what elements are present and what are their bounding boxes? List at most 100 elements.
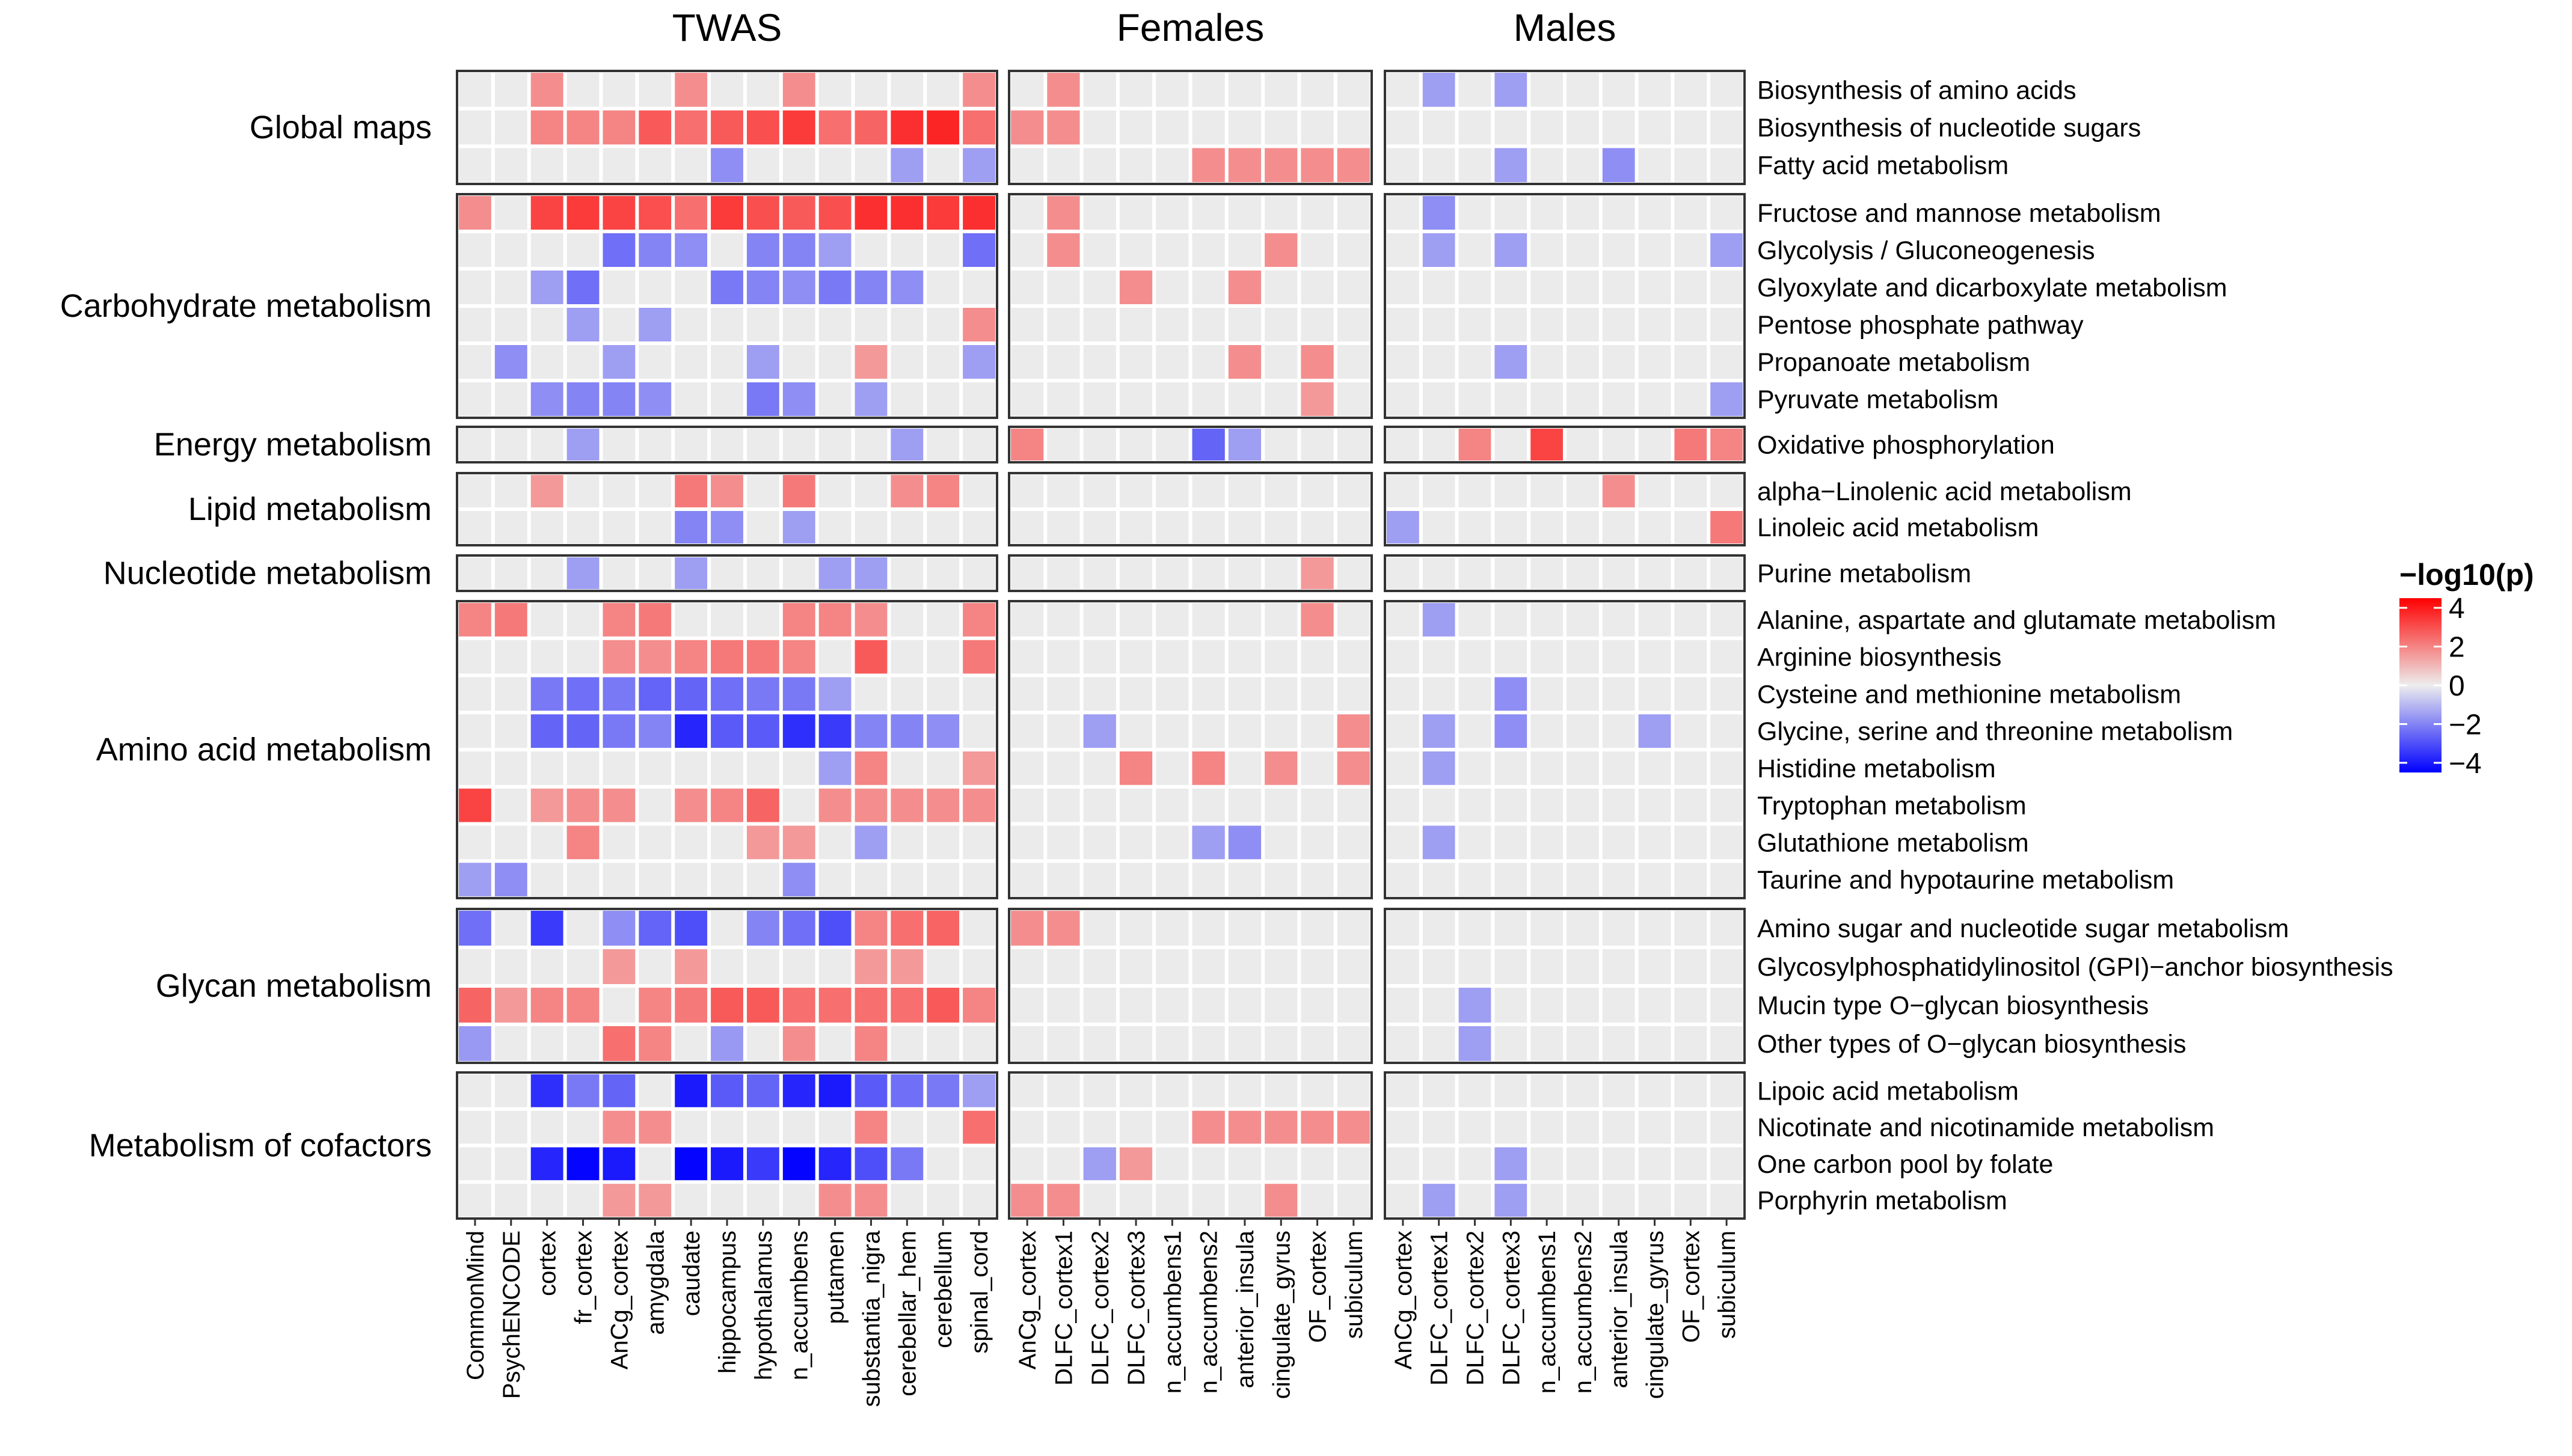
- heatmap-cell: [927, 271, 960, 304]
- heatmap-cell: [927, 1184, 960, 1217]
- heatmap-cell: [891, 949, 924, 984]
- heatmap-cell: [1156, 714, 1189, 748]
- heatmap-cell: [1674, 233, 1707, 267]
- heatmap-cell: [1530, 345, 1563, 379]
- column-label: hippocampus: [714, 1231, 741, 1374]
- heatmap-cell: [927, 603, 960, 637]
- heatmap-cell: [1265, 1110, 1298, 1144]
- heatmap-cell: [1710, 1074, 1743, 1107]
- row-label: Porphyrin metabolism: [1757, 1187, 2007, 1216]
- heatmap-cell: [1710, 1110, 1743, 1144]
- heatmap-cell: [1083, 988, 1116, 1023]
- heatmap-cell: [1011, 640, 1044, 674]
- heatmap-cell: [603, 1184, 636, 1217]
- heatmap-cell: [1265, 271, 1298, 304]
- heatmap-cell: [1494, 1026, 1527, 1061]
- heatmap-cell: [1387, 677, 1419, 711]
- heatmap-cell: [1192, 911, 1225, 946]
- heatmap-cell: [459, 271, 491, 304]
- heatmap-cell: [1494, 429, 1527, 460]
- heatmap-cell: [963, 148, 995, 182]
- heatmap-cell: [1228, 557, 1262, 589]
- heatmap-cell: [1638, 196, 1671, 230]
- heatmap-cell: [1674, 949, 1707, 984]
- heatmap-cell: [1011, 429, 1044, 460]
- heatmap-cell: [1710, 110, 1743, 145]
- heatmap-cell: [603, 475, 636, 507]
- heatmap-cell: [1638, 73, 1671, 107]
- heatmap-cell: [639, 429, 672, 460]
- heatmap-cell: [1337, 825, 1370, 860]
- heatmap-cell: [494, 233, 527, 267]
- heatmap-cell: [1567, 429, 1599, 460]
- heatmap-cell: [494, 1110, 527, 1144]
- heatmap-cell: [1083, 788, 1116, 822]
- heatmap-cell: [855, 429, 888, 460]
- heatmap-cell: [1674, 988, 1707, 1023]
- heatmap-cell: [711, 788, 743, 822]
- heatmap-cell: [1674, 308, 1707, 341]
- heatmap-cell: [1422, 788, 1455, 822]
- heatmap-cell: [1638, 382, 1671, 416]
- heatmap-cell: [1228, 73, 1262, 107]
- column-label: cerebellum: [930, 1231, 957, 1348]
- heatmap-cell: [1265, 788, 1298, 822]
- heatmap-cell: [1602, 640, 1635, 674]
- column-label: anterior_insula: [1232, 1230, 1259, 1388]
- panel-border: [456, 600, 998, 899]
- heatmap-cell: [1192, 988, 1225, 1023]
- heatmap-cell: [1011, 863, 1044, 896]
- heatmap-cell: [1422, 271, 1455, 304]
- heatmap-cell: [1047, 751, 1080, 785]
- heatmap-cell: [603, 988, 636, 1023]
- heatmap-cell: [711, 1184, 743, 1217]
- heatmap-cell: [1337, 751, 1370, 785]
- heatmap-cell: [566, 1184, 600, 1217]
- heatmap-cell: [1301, 988, 1334, 1023]
- heatmap-cell: [818, 511, 852, 543]
- heatmap-cell: [639, 863, 672, 896]
- heatmap-cell: [963, 110, 995, 145]
- heatmap-cell: [603, 677, 636, 711]
- heatmap-cell: [1337, 475, 1370, 507]
- heatmap-cell: [927, 382, 960, 416]
- heatmap-cell: [566, 110, 600, 145]
- heatmap-cell: [711, 640, 743, 674]
- heatmap-cell: [963, 557, 995, 589]
- heatmap-cell: [675, 1110, 708, 1144]
- heatmap-cell: [1674, 825, 1707, 860]
- heatmap-cell: [1638, 1184, 1671, 1217]
- heatmap-cell: [1567, 233, 1599, 267]
- heatmap-cell: [566, 949, 600, 984]
- heatmap-cell: [711, 233, 743, 267]
- heatmap-cell: [963, 308, 995, 341]
- heatmap-cell: [1387, 1147, 1419, 1181]
- heatmap-cell: [963, 751, 995, 785]
- column-label: AnCg_cortex: [1014, 1231, 1041, 1369]
- heatmap-cell: [1674, 110, 1707, 145]
- heatmap-cell: [1011, 475, 1044, 507]
- heatmap-cell: [1710, 308, 1743, 341]
- heatmap-cell: [1119, 1147, 1153, 1181]
- column-label: cortex: [535, 1231, 561, 1296]
- heatmap-cell: [927, 825, 960, 860]
- heatmap-cell: [1337, 73, 1370, 107]
- heatmap-cell: [1458, 511, 1491, 543]
- heatmap-cell: [1710, 511, 1743, 543]
- heatmap-cell: [1265, 196, 1298, 230]
- heatmap-cell: [1337, 511, 1370, 543]
- heatmap-cell: [639, 677, 672, 711]
- heatmap-cell: [1674, 640, 1707, 674]
- heatmap-cell: [1119, 557, 1153, 589]
- heatmap-cell: [1422, 640, 1455, 674]
- heatmap-cell: [818, 475, 852, 507]
- heatmap-cell: [1422, 382, 1455, 416]
- heatmap-cell: [1602, 1147, 1635, 1181]
- heatmap-cell: [1301, 1184, 1334, 1217]
- heatmap-cell: [1458, 196, 1491, 230]
- heatmap-cell: [782, 382, 815, 416]
- heatmap-cell: [1265, 603, 1298, 637]
- heatmap-cell: [1192, 1026, 1225, 1061]
- heatmap-cell: [1567, 1184, 1599, 1217]
- heatmap-cell: [1119, 1026, 1153, 1061]
